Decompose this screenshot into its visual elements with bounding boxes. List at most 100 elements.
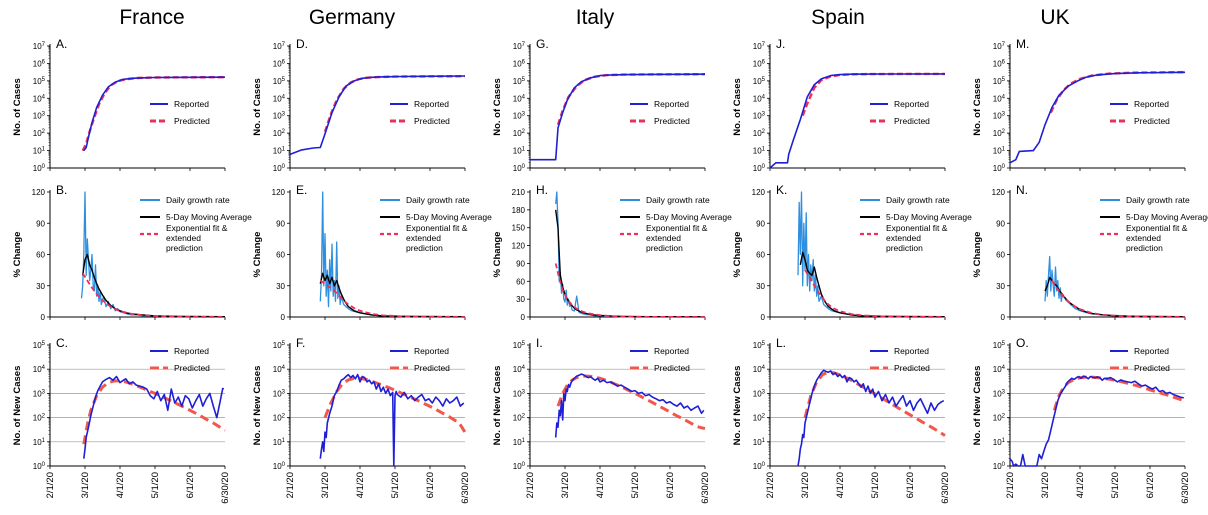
y-axis-title: No. of Cases [252, 78, 263, 136]
legend-label-reported: Reported [414, 99, 449, 109]
y-tick-label: 101 [993, 438, 1006, 447]
series-line-predicted [81, 75, 226, 152]
y-tick-label: 90 [276, 219, 285, 228]
x-tick-label: 2/1/20 [1005, 472, 1016, 498]
y-tick-label: 100 [273, 164, 286, 173]
y-tick-label: 101 [33, 147, 46, 156]
y-tick-label: 103 [993, 389, 1006, 398]
series-line-reported [769, 73, 946, 169]
legend-label-predicted: Predicted [414, 116, 450, 126]
y-tick-label: 103 [993, 112, 1006, 121]
y-axis-title: % Change [492, 232, 503, 278]
y-tick-label: 60 [516, 277, 525, 286]
panel-letter: A. [56, 37, 67, 51]
y-axis-title: % Change [252, 232, 263, 278]
y-tick-label: 104 [513, 94, 526, 103]
legend-label-predicted: Predicted [174, 363, 210, 373]
panel-letter: B. [56, 183, 67, 197]
series-line-reported [797, 369, 945, 467]
y-tick-label: 120 [512, 242, 526, 251]
y-tick-label: 103 [753, 112, 766, 121]
x-tick-label: 6/30/20 [1180, 472, 1191, 504]
y-tick-label: 102 [33, 129, 46, 138]
x-tick-label: 6/30/20 [460, 472, 471, 504]
y-tick-label: 210 [512, 188, 526, 197]
x-tick-label: 3/1/20 [560, 472, 571, 498]
y-axis-title: No. of New Cases [252, 366, 263, 446]
y-axis-title: No. of Cases [492, 78, 503, 136]
legend-label-moving-average: 5-Day Moving Average [646, 212, 732, 222]
x-tick-label: 6/1/20 [665, 472, 676, 498]
y-tick-label: 100 [993, 164, 1006, 173]
y-tick-label: 30 [516, 295, 525, 304]
panel-m: 100 101 102 103 104 105 106 107 No. of Cases M. Re… [972, 37, 1186, 173]
y-tick-label: 105 [993, 341, 1006, 350]
y-tick-label: 104 [753, 365, 766, 374]
panel-letter: O. [1016, 336, 1029, 350]
panel-l: 100 101 102 103 104 105 2/1/20 3/1/20 4/1/20 5/1/… [732, 336, 951, 504]
y-tick-label: 104 [753, 94, 766, 103]
y-tick-label: 107 [273, 42, 286, 51]
y-tick-label: 90 [36, 219, 45, 228]
x-tick-label: 5/1/20 [390, 472, 401, 498]
series-line-reported [319, 373, 465, 467]
legend-label-exponential-fit: Exponential fit & extended prediction [646, 223, 708, 253]
y-tick-label: 106 [993, 59, 1006, 68]
series-line-exponential-fit-extended-prediction [81, 272, 226, 318]
y-tick-label: 102 [273, 129, 286, 138]
x-tick-label: 2/1/20 [525, 472, 536, 498]
legend-label-daily-growth-rate: Daily growth rate [166, 195, 230, 205]
legend-label-daily-growth-rate: Daily growth rate [646, 195, 710, 205]
x-tick-label: 2/1/20 [765, 472, 776, 498]
y-tick-label: 104 [993, 365, 1006, 374]
legend-label-predicted: Predicted [894, 363, 930, 373]
legend-label-moving-average: 5-Day Moving Average [406, 212, 492, 222]
y-tick-label: 100 [33, 462, 46, 471]
y-tick-label: 101 [753, 438, 766, 447]
panel-o: 100 101 102 103 104 105 2/1/20 3/1/20 4/1/20 5/1/… [972, 336, 1191, 504]
x-tick-label: 4/1/20 [115, 472, 126, 498]
y-tick-label: 104 [273, 94, 286, 103]
series-line-predicted [803, 370, 946, 437]
y-tick-label: 103 [273, 112, 286, 121]
series-line-reported [83, 76, 226, 152]
y-tick-label: 103 [513, 112, 526, 121]
series-line-daily-growth-rate [1044, 255, 1186, 318]
series-line-exponential-fit-extended-prediction [554, 263, 706, 318]
y-tick-label: 105 [273, 341, 286, 350]
panel-d: 100 101 102 103 104 105 106 107 No. of Cases D. Re… [252, 37, 466, 173]
legend-label-predicted: Predicted [1134, 116, 1170, 126]
series-line-reported [1009, 375, 1184, 467]
panel-letter: J. [776, 37, 785, 51]
panel-letter: M. [1016, 37, 1029, 51]
x-tick-label: 3/1/20 [320, 472, 331, 498]
x-tick-label: 4/1/20 [355, 472, 366, 498]
y-tick-label: 30 [996, 282, 1005, 291]
country-title-spain: Spain [811, 6, 865, 29]
y-tick-label: 101 [993, 147, 1006, 156]
y-tick-label: 107 [513, 42, 526, 51]
y-tick-label: 60 [276, 251, 285, 260]
y-tick-label: 106 [753, 59, 766, 68]
y-tick-label: 0 [761, 313, 766, 322]
y-axis-title: No. of New Cases [732, 366, 743, 446]
y-tick-label: 101 [273, 147, 286, 156]
panel-letter: D. [296, 37, 308, 51]
panel-i: 100 101 102 103 104 105 2/1/20 3/1/20 4/1/20 5/1/… [492, 336, 711, 504]
y-tick-label: 150 [512, 224, 526, 233]
x-tick-label: 6/1/20 [1145, 472, 1156, 498]
series-line-5-day-moving-average [1044, 276, 1186, 318]
y-tick-label: 105 [513, 77, 526, 86]
x-tick-label: 3/1/20 [80, 472, 91, 498]
x-tick-label: 6/1/20 [425, 472, 436, 498]
series-line-5-day-moving-average [319, 272, 466, 318]
y-tick-label: 105 [33, 341, 46, 350]
y-tick-label: 0 [41, 313, 46, 322]
y-tick-label: 90 [516, 259, 525, 268]
legend-label-predicted: Predicted [654, 363, 690, 373]
y-tick-label: 120 [992, 188, 1006, 197]
series-line-predicted [82, 379, 226, 445]
y-tick-label: 101 [513, 147, 526, 156]
series-line-exponential-fit-extended-prediction [804, 269, 946, 318]
